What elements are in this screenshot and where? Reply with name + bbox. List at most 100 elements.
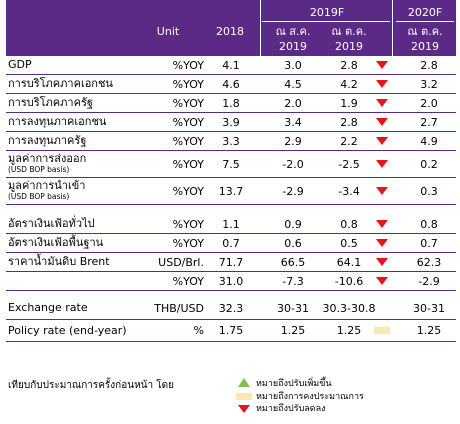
- row-value-2019-oct: -2.5: [338, 157, 360, 171]
- row-unit: %YOY: [172, 115, 204, 129]
- row-value-2019-aug: -2.9: [282, 184, 304, 198]
- down-arrow-icon: [376, 61, 388, 69]
- down-arrow-icon: [376, 220, 388, 228]
- header-2019f: 2019F: [309, 6, 345, 19]
- row-value-2018: 32.3: [218, 301, 244, 315]
- table-header: [6, 0, 456, 56]
- row-unit: %: [193, 324, 204, 337]
- row-label-cell: [8, 272, 142, 290]
- row-value-2020: 62.3: [416, 255, 442, 269]
- header-divider: [392, 0, 393, 56]
- row-value-2020: -2.9: [418, 274, 440, 288]
- table-row: การบริโภคภาครัฐ %YOY 1.8 2.0 1.9 2.0: [6, 94, 456, 113]
- legend-up-text: หมายถึงปรับเพิ่มขึ้น: [256, 379, 332, 389]
- row-label: ราคาน้ำมันดิบ Brent: [8, 255, 110, 268]
- same-marker-icon: [374, 327, 390, 334]
- row-label-cell: Exchange rate: [8, 297, 142, 319]
- row-value-2019-oct: 2.8: [340, 115, 358, 129]
- header-2020f: 2020F: [407, 6, 443, 19]
- row-change-indicator: [368, 94, 396, 112]
- row-value-2019-aug: 30-31: [277, 301, 309, 315]
- table-row: Policy rate (end-year)% 1.75 1.25 1.25 1.25: [6, 320, 456, 342]
- row-value-2020: 0.7: [420, 236, 438, 250]
- row-value-2019-oct: 1.25: [336, 324, 362, 337]
- row-value-2020: 3.2: [420, 77, 438, 91]
- row-value-2018: 1.1: [222, 217, 240, 231]
- header-divider: [260, 0, 261, 56]
- legend-intro: เทียบกับประมาณการครั้งก่อนหน้า โดย: [8, 380, 175, 391]
- row-value-2019-oct: 2.2: [340, 134, 358, 148]
- row-change-indicator: [368, 297, 396, 319]
- legend-same-text: หมายถึงการคงประมาณการ: [256, 392, 364, 402]
- row-value-2019-oct: 64.1: [336, 255, 362, 269]
- down-arrow-icon: [238, 405, 250, 413]
- header-2020-oct: ณ ต.ค. 2019: [407, 25, 443, 53]
- down-arrow-icon: [376, 118, 388, 126]
- row-change-indicator: [368, 56, 396, 74]
- row-value-2018: 31.0: [218, 274, 244, 288]
- header-2019-aug: ณ ส.ค. 2019: [275, 25, 311, 53]
- row-unit: %YOY: [172, 236, 204, 250]
- same-marker-icon: [236, 393, 252, 400]
- row-value-2018: 1.8: [222, 96, 240, 110]
- row-sublabel: (USD BOP basis): [8, 165, 70, 174]
- row-value-2020: 2.8: [420, 58, 438, 72]
- down-arrow-icon: [376, 99, 388, 107]
- row-label-cell: การบริโภคภาคเอกชน: [8, 75, 142, 93]
- row-value-2018: 4.1: [222, 58, 240, 72]
- table-row: GDP %YOY 4.1 3.0 2.8 2.8: [6, 56, 456, 75]
- legend-down-text: หมายถึงปรับลดลง: [256, 404, 326, 414]
- row-value-2019-aug: 1.25: [280, 324, 306, 337]
- row-value-2020: 2.7: [420, 115, 438, 129]
- row-value-2018: 7.5: [222, 157, 240, 171]
- table-row: อัตราเงินเฟ้อพื้นฐาน %YOY 0.7 0.6 0.5 0.7: [6, 234, 456, 253]
- row-unit: %YOY: [172, 77, 204, 91]
- row-sublabel: (USD BOP basis): [8, 192, 70, 201]
- row-value-2020: 2.0: [420, 96, 438, 110]
- row-value-2018: 71.7: [218, 255, 244, 269]
- row-change-indicator: [368, 178, 396, 204]
- row-change-indicator: [368, 234, 396, 252]
- row-label: GDP: [8, 58, 32, 71]
- row-label-cell: อัตราเงินเฟ้อพื้นฐาน: [8, 234, 142, 252]
- row-value-2018: 0.7: [222, 236, 240, 250]
- row-label: อัตราเงินเฟ้อทั่วไป: [8, 217, 95, 230]
- row-value-2019-aug: 66.5: [280, 255, 306, 269]
- row-unit: %YOY: [172, 96, 204, 110]
- table-row: มูลค่าการนำเข้า (USD BOP basis) %YOY 13.7 -2…: [6, 178, 456, 205]
- table-row: การลงทุนภาคเอกชน %YOY 3.9 3.4 2.8 2.7: [6, 113, 456, 132]
- row-value-2018: 4.6: [222, 77, 240, 91]
- row-value-2019-oct: 2.8: [340, 58, 358, 72]
- row-change-indicator: [368, 132, 396, 150]
- row-value-2020: 1.25: [416, 324, 442, 337]
- row-label: การบริโภคภาครัฐ: [8, 96, 93, 109]
- row-value-2019-aug: 2.9: [284, 134, 302, 148]
- table-row: ราคาน้ำมันดิบ Brent USD/Brl. 71.7 66.5 64.1 6…: [6, 253, 456, 272]
- row-label-cell: การลงทุนภาคเอกชน: [8, 113, 142, 131]
- row-label: การบริโภคภาคเอกชน: [8, 77, 113, 90]
- header-2019-oct: ณ ต.ค. 2019: [331, 25, 367, 53]
- row-value-2019-oct: 1.9: [340, 96, 358, 110]
- row-value-2019-aug: 3.4: [284, 115, 302, 129]
- row-value-2019-aug: 0.9: [284, 217, 302, 231]
- row-value-2020: 0.3: [420, 184, 438, 198]
- row-unit: USD/Brl.: [158, 255, 204, 269]
- row-unit: %YOY: [172, 134, 204, 148]
- row-value-2019-oct: -10.6: [334, 274, 364, 288]
- header-2020f-underline: [396, 21, 454, 22]
- row-value-2019-aug: 4.5: [284, 77, 302, 91]
- table-row: %YOY 31.0 -7.3 -10.6 -2.9: [6, 272, 456, 291]
- row-value-2018: 3.9: [222, 115, 240, 129]
- row-value-2018: 13.7: [218, 184, 244, 198]
- row-value-2019-oct: 0.5: [340, 236, 358, 250]
- row-unit: %YOY: [172, 157, 204, 171]
- down-arrow-icon: [376, 239, 388, 247]
- row-label-cell: การบริโภคภาครัฐ: [8, 94, 142, 112]
- row-value-2019-oct: -3.4: [338, 184, 360, 198]
- row-unit: %YOY: [172, 184, 204, 198]
- row-label-cell: อัตราเงินเฟ้อทั่วไป: [8, 215, 142, 233]
- row-change-indicator: [368, 272, 396, 290]
- row-change-indicator: [368, 320, 396, 341]
- row-label-cell: GDP: [8, 56, 142, 74]
- row-value-2020: 0.2: [420, 157, 438, 171]
